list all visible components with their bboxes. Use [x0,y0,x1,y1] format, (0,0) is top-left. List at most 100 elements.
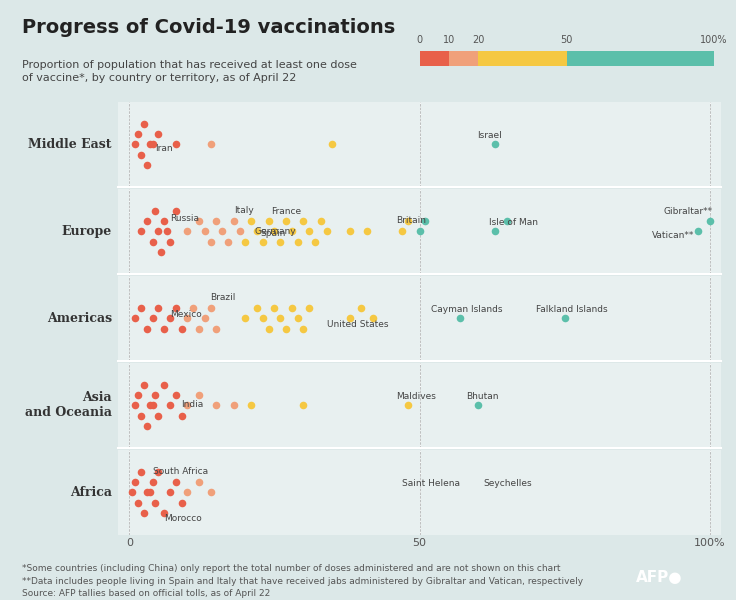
Point [141,160,152,170]
Point [269,304,280,313]
Text: Falkland Islands: Falkland Islands [536,305,607,314]
Point [361,227,373,236]
Text: Cayman Islands: Cayman Islands [431,305,503,314]
Point [149,391,161,400]
Point [127,488,138,497]
Point [222,237,234,247]
Point [152,304,164,313]
Point [146,478,158,487]
Text: Germany: Germany [254,227,296,236]
Point [216,227,228,236]
Point [205,304,216,313]
Point [303,304,315,313]
Point [199,314,210,323]
Text: Proportion of population that has received at least one dose
of vaccine*, by cou: Proportion of population that has receiv… [22,60,357,83]
Point [414,227,425,236]
Point [205,140,216,149]
Point [251,304,263,313]
Text: India: India [182,400,204,409]
Point [402,401,414,410]
Text: Vatican**: Vatican** [651,231,694,240]
Text: Gibraltar**: Gibraltar** [663,208,712,217]
Bar [449,51,478,66]
Text: Europe: Europe [62,225,112,238]
Point [135,304,147,313]
Point [155,247,167,257]
Point [146,237,158,247]
Point [176,324,188,334]
Point [257,314,269,323]
Point [245,217,257,226]
Point [205,237,216,247]
Point [141,217,152,226]
Point [135,150,147,160]
Text: 20: 20 [473,35,484,45]
Point [489,227,500,236]
Point [210,324,222,334]
Point [138,119,149,129]
Text: AFP●: AFP● [635,570,682,585]
Text: Brazil: Brazil [210,293,236,302]
Text: Israel: Israel [478,131,502,140]
Point [559,314,570,323]
Point [170,304,182,313]
Point [144,488,155,497]
Point [210,401,222,410]
Point [130,478,141,487]
Point [193,478,205,487]
Text: Middle East: Middle East [28,138,112,151]
Point [141,488,152,497]
Text: Saint Helena: Saint Helena [402,479,460,488]
Point [251,227,263,236]
Point [158,508,170,518]
Point [355,304,367,313]
Text: Progress of Covid-19 vaccinations: Progress of Covid-19 vaccinations [22,18,395,37]
Point [280,217,292,226]
Point [327,140,339,149]
Text: Spain: Spain [260,229,286,238]
Point [138,508,149,518]
Point [158,380,170,390]
Point [170,478,182,487]
Point [164,401,176,410]
Text: Isle of Man: Isle of Man [489,218,538,227]
Point [176,411,188,421]
Point [500,217,512,226]
Point [132,130,144,139]
Text: Italy: Italy [234,206,254,215]
Text: Iran: Iran [155,144,173,153]
Text: Britain: Britain [396,216,426,225]
Point [291,237,303,247]
Point [149,206,161,216]
Point [309,237,321,247]
Text: Americas: Americas [46,312,112,325]
Point [141,324,152,334]
Point [152,227,164,236]
Point [228,401,240,410]
Text: 100%: 100% [700,35,728,45]
Text: Asia
and Oceania: Asia and Oceania [25,391,112,419]
Point [234,227,246,236]
Point [280,324,292,334]
Text: Seychelles: Seychelles [484,479,532,488]
Point [164,488,176,497]
Point [152,411,164,421]
Point [170,391,182,400]
Point [210,217,222,226]
Point [164,237,176,247]
Point [152,130,164,139]
Point [193,391,205,400]
Point [228,217,240,226]
Point [132,498,144,508]
Point [193,217,205,226]
Text: France: France [272,208,302,217]
Text: Mexico: Mexico [170,310,202,319]
Text: *Some countries (including China) only report the total number of doses administ: *Some countries (including China) only r… [22,564,583,598]
Point [321,227,333,236]
Point [297,324,309,334]
Point [182,401,194,410]
Point [297,401,309,410]
Point [239,237,251,247]
Point [263,324,275,334]
Bar [567,51,714,66]
